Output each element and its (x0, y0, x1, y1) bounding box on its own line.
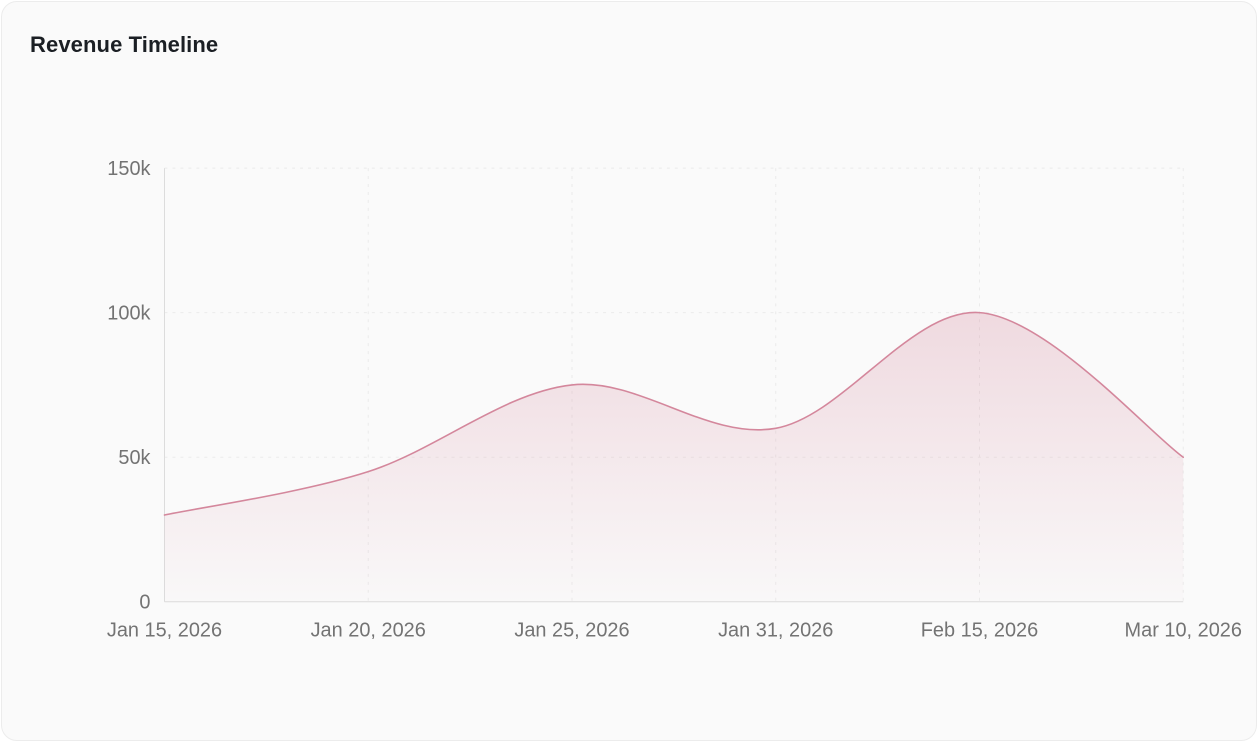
y-tick-label: 0 (139, 592, 150, 614)
y-tick-label: 100k (107, 303, 150, 325)
x-tick-label: Jan 20, 2026 (311, 620, 426, 642)
x-tick-label: Feb 15, 2026 (921, 620, 1038, 642)
chart-title: Revenue Timeline (30, 32, 219, 57)
y-tick-label: 150k (107, 158, 150, 180)
x-tick-label: Mar 10, 2026 (1125, 620, 1242, 642)
line-series (163, 311, 1185, 516)
x-tick-label: Jan 15, 2026 (107, 620, 222, 642)
x-tick-label: Jan 25, 2026 (514, 620, 629, 642)
y-tick-label: 50k (118, 447, 150, 469)
area-fill (164, 312, 1184, 602)
x-tick-label: Jan 31, 2026 (718, 620, 833, 642)
